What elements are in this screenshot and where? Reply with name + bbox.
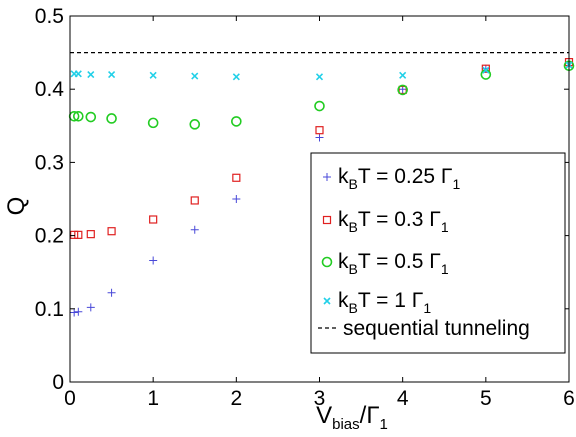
data-point <box>232 73 240 81</box>
legend-marker <box>322 215 332 225</box>
y-tick-label: 0.4 <box>35 78 65 101</box>
x-tick-label: 0 <box>64 387 76 410</box>
data-point <box>86 230 95 239</box>
legend-label: kBT = 1 Γ1 <box>338 289 431 316</box>
y-tick-label: 0.2 <box>35 225 64 248</box>
data-point <box>397 84 408 96</box>
data-point <box>87 70 95 79</box>
data-point <box>315 126 324 135</box>
legend-label: kBT = 0.25 Γ1 <box>338 165 461 192</box>
plot-marks <box>68 51 575 317</box>
legend-entry-3: kBT = 0.5 Γ1 <box>321 250 449 277</box>
legend: kBT = 0.25 Γ1 kBT = 0.3 Γ1 kBT = 0.5 Γ1 kBT… <box>310 152 566 354</box>
data-point <box>314 100 325 112</box>
data-point <box>481 64 490 73</box>
data-point <box>231 116 242 127</box>
series-3 <box>68 60 575 130</box>
data-point <box>74 70 82 78</box>
y-tick-label: 0 <box>52 371 64 394</box>
data-point <box>232 173 241 182</box>
data-point <box>481 64 490 73</box>
x-axis-ticks: 0 1 2 3 4 5 6 <box>64 16 575 410</box>
legend-label: kBT = 0.5 Γ1 <box>338 250 449 277</box>
data-point <box>70 230 79 239</box>
data-point <box>190 225 199 234</box>
legend-label: sequential tunneling <box>343 317 530 340</box>
data-point <box>74 230 83 239</box>
data-point <box>85 111 97 123</box>
data-point <box>399 71 407 79</box>
data-point <box>482 66 490 74</box>
data-point <box>108 70 116 79</box>
data-point <box>190 196 199 205</box>
y-tick-label: 0.5 <box>35 5 64 28</box>
x-tick-label: 3 <box>314 387 326 410</box>
legend-entry-4: kBT = 1 Γ1 <box>323 289 431 316</box>
x-tick-label: 1 <box>147 387 159 410</box>
data-point <box>149 71 157 79</box>
data-point <box>189 119 201 130</box>
data-point <box>191 72 199 80</box>
data-point <box>315 133 324 142</box>
legend-box <box>310 152 566 354</box>
data-point <box>147 117 159 129</box>
data-point <box>232 195 241 203</box>
legend-entry-reference: sequential tunneling <box>318 317 530 340</box>
data-point <box>74 307 83 316</box>
legend-marker <box>321 256 333 268</box>
series-4 <box>70 61 573 81</box>
x-tick-label: 2 <box>230 387 242 410</box>
data-point <box>149 215 158 224</box>
data-point <box>149 256 158 265</box>
x-axis-label: Vbias/Γ1 <box>316 402 388 433</box>
legend-label: kBT = 0.3 Γ1 <box>338 208 449 235</box>
data-point <box>398 85 407 95</box>
x-tick-label: 5 <box>480 387 492 410</box>
legend-marker <box>323 297 331 305</box>
y-axis-ticks: 0 0.1 0.2 0.3 0.4 0.5 <box>35 5 569 394</box>
y-tick-label: 0.3 <box>35 151 64 174</box>
data-point <box>107 227 116 236</box>
x-tick-label: 4 <box>397 387 409 410</box>
data-point <box>107 288 116 297</box>
data-point <box>73 110 84 122</box>
legend-entry-2: kBT = 0.3 Γ1 <box>322 208 449 235</box>
y-tick-label: 0.1 <box>35 298 64 321</box>
data-point <box>106 113 117 124</box>
legend-entry-1: kBT = 0.25 Γ1 <box>323 165 461 192</box>
data-point <box>70 308 79 317</box>
series-2 <box>70 58 574 239</box>
legend-marker <box>323 173 331 181</box>
x-tick-label: 6 <box>563 387 575 410</box>
data-point <box>86 303 95 312</box>
y-axis-label: Q <box>3 197 30 216</box>
data-point <box>315 73 324 81</box>
